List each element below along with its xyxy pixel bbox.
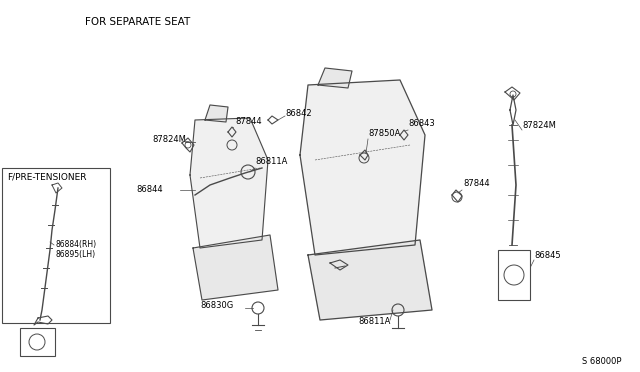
Polygon shape	[318, 68, 352, 88]
Text: 86895(LH): 86895(LH)	[55, 250, 95, 260]
Text: 87844: 87844	[463, 179, 490, 187]
Text: S 68000P: S 68000P	[582, 357, 621, 366]
Text: 86845: 86845	[534, 250, 561, 260]
Bar	[2, 168, 110, 323]
Text: 87844: 87844	[235, 118, 262, 126]
Text: 86884(RH): 86884(RH)	[55, 241, 96, 250]
Polygon shape	[300, 80, 425, 255]
Text: 86844: 86844	[136, 186, 163, 195]
Text: 86843: 86843	[408, 119, 435, 128]
Text: 87850A: 87850A	[368, 128, 401, 138]
Bar	[498, 250, 530, 300]
Text: 86842: 86842	[285, 109, 312, 118]
Text: F/PRE-TENSIONER: F/PRE-TENSIONER	[7, 173, 86, 182]
Text: 86811A: 86811A	[358, 317, 390, 327]
Polygon shape	[308, 240, 432, 320]
Polygon shape	[193, 235, 278, 300]
Text: FOR SEPARATE SEAT: FOR SEPARATE SEAT	[85, 17, 190, 27]
Polygon shape	[190, 118, 268, 248]
Text: 86830G: 86830G	[200, 301, 233, 311]
Polygon shape	[205, 105, 228, 122]
Text: 87824M: 87824M	[152, 135, 186, 144]
Text: 86811A: 86811A	[255, 157, 287, 167]
Bar	[20, 328, 55, 356]
Text: 87824M: 87824M	[522, 122, 556, 131]
